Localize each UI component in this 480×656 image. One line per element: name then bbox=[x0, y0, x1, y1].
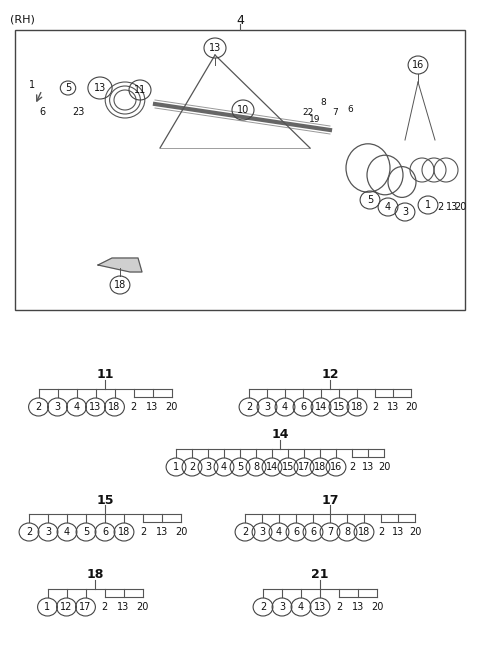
Text: 8: 8 bbox=[253, 462, 259, 472]
Text: 4: 4 bbox=[236, 14, 244, 26]
Text: 13: 13 bbox=[156, 527, 168, 537]
Text: 5: 5 bbox=[83, 527, 89, 537]
Text: 1: 1 bbox=[425, 200, 431, 210]
Text: 7: 7 bbox=[327, 527, 333, 537]
Text: 3: 3 bbox=[259, 527, 265, 537]
Text: 5: 5 bbox=[367, 195, 373, 205]
Text: 2: 2 bbox=[372, 402, 378, 412]
Text: 7: 7 bbox=[332, 108, 338, 117]
Text: 2: 2 bbox=[36, 402, 42, 412]
Text: 4: 4 bbox=[276, 527, 282, 537]
Text: 3: 3 bbox=[402, 207, 408, 217]
Text: 13: 13 bbox=[314, 602, 326, 612]
Text: 13: 13 bbox=[94, 83, 106, 93]
Text: 20: 20 bbox=[409, 527, 421, 537]
Text: 13: 13 bbox=[118, 602, 130, 612]
Text: 15: 15 bbox=[96, 493, 114, 506]
Text: 6: 6 bbox=[300, 402, 306, 412]
Text: 4: 4 bbox=[64, 527, 70, 537]
Text: 2: 2 bbox=[336, 602, 342, 612]
Text: 18: 18 bbox=[114, 280, 126, 290]
Text: 15: 15 bbox=[333, 402, 345, 412]
Text: 13: 13 bbox=[362, 462, 374, 472]
Text: 12: 12 bbox=[60, 602, 72, 612]
Text: 8: 8 bbox=[320, 98, 326, 107]
Text: 12: 12 bbox=[321, 369, 339, 382]
Text: 3: 3 bbox=[279, 602, 285, 612]
Text: 6: 6 bbox=[102, 527, 108, 537]
Text: 6: 6 bbox=[347, 105, 353, 114]
Text: 16: 16 bbox=[330, 462, 342, 472]
Text: 3: 3 bbox=[54, 402, 60, 412]
Text: 20: 20 bbox=[454, 202, 466, 212]
Text: 14: 14 bbox=[266, 462, 278, 472]
Text: 4: 4 bbox=[73, 402, 80, 412]
Text: 2: 2 bbox=[101, 602, 108, 612]
Text: 20: 20 bbox=[371, 602, 383, 612]
Text: 18: 18 bbox=[351, 402, 363, 412]
Text: 2: 2 bbox=[131, 402, 137, 412]
Text: 2: 2 bbox=[242, 527, 248, 537]
Text: 14: 14 bbox=[271, 428, 289, 441]
Text: 20: 20 bbox=[405, 402, 417, 412]
Text: 13: 13 bbox=[146, 402, 158, 412]
Text: 2: 2 bbox=[349, 462, 355, 472]
Text: 6: 6 bbox=[39, 107, 45, 117]
Text: 23: 23 bbox=[72, 107, 84, 117]
Text: 4: 4 bbox=[221, 462, 227, 472]
Text: 20: 20 bbox=[165, 402, 178, 412]
Text: 1: 1 bbox=[45, 602, 50, 612]
Text: 18: 18 bbox=[118, 527, 130, 537]
Text: 2: 2 bbox=[246, 402, 252, 412]
Text: 4: 4 bbox=[282, 402, 288, 412]
Text: 20: 20 bbox=[175, 527, 187, 537]
Text: (RH): (RH) bbox=[10, 15, 35, 25]
Text: 18: 18 bbox=[86, 569, 104, 581]
Text: 13: 13 bbox=[352, 602, 364, 612]
Text: 15: 15 bbox=[282, 462, 294, 472]
Text: 2: 2 bbox=[378, 527, 384, 537]
Text: 22: 22 bbox=[302, 108, 313, 117]
Text: 20: 20 bbox=[136, 602, 149, 612]
Text: 20: 20 bbox=[378, 462, 390, 472]
Text: 2: 2 bbox=[189, 462, 195, 472]
Text: 1: 1 bbox=[29, 80, 35, 90]
Text: 18: 18 bbox=[108, 402, 120, 412]
Text: 19: 19 bbox=[309, 115, 321, 124]
Text: 11: 11 bbox=[134, 85, 146, 95]
Text: 17: 17 bbox=[79, 602, 92, 612]
Text: 13: 13 bbox=[387, 402, 399, 412]
Bar bbox=[15, 30, 465, 310]
Text: 14: 14 bbox=[315, 402, 327, 412]
Text: 13: 13 bbox=[446, 202, 458, 212]
Text: 6: 6 bbox=[293, 527, 299, 537]
Text: 18: 18 bbox=[358, 527, 370, 537]
Text: 13: 13 bbox=[209, 43, 221, 53]
Text: 2: 2 bbox=[140, 527, 146, 537]
Text: 3: 3 bbox=[205, 462, 211, 472]
Text: 13: 13 bbox=[392, 527, 404, 537]
Text: 11: 11 bbox=[96, 369, 114, 382]
Text: 18: 18 bbox=[314, 462, 326, 472]
Text: 8: 8 bbox=[344, 527, 350, 537]
Text: 21: 21 bbox=[311, 569, 329, 581]
Text: 4: 4 bbox=[298, 602, 304, 612]
Text: 4: 4 bbox=[385, 202, 391, 212]
Text: 17: 17 bbox=[321, 493, 339, 506]
Text: 6: 6 bbox=[310, 527, 316, 537]
Text: 13: 13 bbox=[89, 402, 102, 412]
Text: 10: 10 bbox=[237, 105, 249, 115]
Text: 1: 1 bbox=[173, 462, 179, 472]
Text: 5: 5 bbox=[237, 462, 243, 472]
Text: 5: 5 bbox=[65, 83, 71, 93]
Text: 2: 2 bbox=[260, 602, 266, 612]
Text: 16: 16 bbox=[412, 60, 424, 70]
Text: 3: 3 bbox=[264, 402, 270, 412]
Text: 3: 3 bbox=[45, 527, 51, 537]
Text: 17: 17 bbox=[298, 462, 310, 472]
Text: 2: 2 bbox=[26, 527, 32, 537]
Polygon shape bbox=[98, 258, 142, 272]
Text: 2: 2 bbox=[437, 202, 443, 212]
